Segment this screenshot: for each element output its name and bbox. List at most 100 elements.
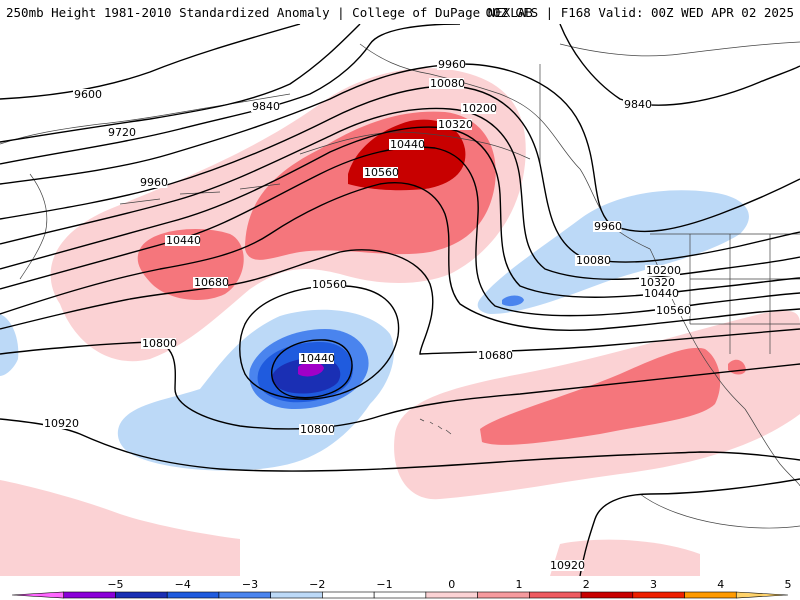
contour-label-10560-east: 10560: [656, 304, 691, 317]
contour-10680: [0, 249, 800, 355]
contour-10560-north: [0, 182, 800, 331]
colorbar-swatch: [477, 591, 530, 599]
colorbar-tick-label: 3: [650, 578, 657, 591]
colorbar-ticks: −5 −4 −3 −2 −1 0 1 2 3 4 5: [107, 578, 791, 591]
colorbar-swatch: [270, 591, 323, 599]
contour-label-10440-north: 10440: [390, 138, 425, 151]
contour-label-10320-north-backing: [437, 119, 472, 130]
colorbar-tick-label: 0: [448, 578, 455, 591]
contour-9960: [0, 63, 800, 233]
neg-anomaly-edge-light: [0, 314, 19, 376]
pos-anomaly-southeast-light: [550, 539, 700, 576]
pos-anomaly-southwest-light: [0, 480, 240, 576]
coastline-baja: [744, 408, 800, 487]
contour-9840-west: [0, 24, 461, 165]
contour-label-9960-west: 9960: [140, 176, 168, 189]
colorbar-swatch: [735, 591, 789, 599]
left-title: 250mb Height 1981-2010 Standardized Anom…: [6, 5, 533, 20]
contour-label-10440-low-backing: [299, 353, 334, 364]
contour-label-10680-west: 10680: [194, 276, 229, 289]
contour-label-10920-south-backing: [549, 560, 584, 571]
colorbar-swatch: [115, 591, 168, 599]
contour-label-10680-mid: 10680: [478, 349, 513, 362]
colorbar: −5 −4 −3 −2 −1 0 1 2 3 4 5: [11, 578, 792, 599]
colorbar-swatch: [632, 591, 685, 599]
colorbar-swatch: [322, 591, 375, 599]
colorbar-tick-label: −1: [376, 578, 392, 591]
contour-9720: [0, 24, 361, 143]
islands-hawaii: [419, 418, 452, 435]
colorbar-tick-label: 2: [583, 578, 590, 591]
right-title: 00Z GFS | F168 Valid: 00Z WED APR 02 202…: [485, 5, 794, 20]
boundary-states: [689, 234, 800, 354]
colorbar-swatch: [166, 591, 220, 599]
colorbar-swatch: [11, 591, 65, 599]
contour-label-9960-west-backing: [139, 177, 168, 188]
contour-label-9960-east-backing: [593, 221, 622, 232]
contour-label-9840-east: 9840: [624, 98, 652, 111]
contour-label-10080-east-backing: [575, 255, 610, 266]
contour-10200: [0, 107, 800, 280]
contour-label-10560-low-backing: [311, 279, 346, 290]
pos-anomaly-south-medium: [480, 347, 721, 445]
coastline-bc: [539, 118, 651, 250]
contour-label-9840-west-backing: [251, 101, 280, 112]
contour-label-10320-north: 10320: [438, 118, 473, 131]
contour-label-10920-south: 10920: [550, 559, 585, 572]
contour-label-10680-west-backing: [193, 277, 228, 288]
colorbar-swatch: [580, 591, 634, 599]
contour-label-9600: 9600: [74, 88, 102, 101]
coastline-alaska-south: [299, 131, 531, 160]
colorbar-tick-label: 4: [717, 578, 724, 591]
contour-label-10920-west: 10920: [44, 417, 79, 430]
colorbar-swatches: [11, 591, 789, 599]
contour-label-9960-east: 9960: [594, 220, 622, 233]
contour-label-9960-north: 9960: [438, 58, 466, 71]
colorbar-swatch: [684, 591, 737, 599]
coastlines: [0, 41, 800, 529]
contour-label-10080-north: 10080: [430, 77, 465, 90]
colorbar-tick-label: −2: [309, 578, 325, 591]
colorbar-swatch: [373, 591, 427, 599]
contour-label-9840-east-backing: [623, 99, 652, 110]
coastline-mexico: [639, 493, 800, 529]
boundary-canada-us: [539, 64, 800, 235]
contour-label-10800-west: 10800: [142, 337, 177, 350]
contour-label-10800-west-backing: [141, 338, 176, 349]
contour-9840-east: [559, 24, 800, 106]
contour-label-10680-mid-backing: [477, 350, 512, 361]
contour-label-10200-north: 10200: [462, 102, 497, 115]
contour-label-10440-east-backing: [643, 288, 678, 299]
contour-10920: [0, 418, 800, 472]
contour-label-10080-east: 10080: [576, 254, 611, 267]
coastline-arctic-east: [559, 41, 800, 57]
contour-label-10560-low: 10560: [312, 278, 347, 291]
neg-anomaly-east-medium: [502, 295, 524, 307]
contour-label-10800-mid: 10800: [300, 423, 335, 436]
contour-label-10800-mid-backing: [299, 424, 334, 435]
colorbar-swatch: [218, 591, 271, 599]
contour-label-10560-east-backing: [655, 305, 690, 316]
colorbar-tick-label: −4: [175, 578, 191, 591]
contour-label-9720-backing: [107, 127, 136, 138]
contour-label-10440-low: 10440: [300, 352, 335, 365]
contour-label-10200-east: 10200: [646, 264, 681, 277]
contour-label-10440-west-backing: [165, 235, 200, 246]
contour-labels: 9600 9720 9840 9960 9960 10080 10200 103…: [43, 58, 691, 572]
contour-10080: [0, 85, 800, 263]
contour-label-9960-north-backing: [437, 59, 466, 70]
colorbar-tick-label: 5: [785, 578, 792, 591]
contour-label-10440-west: 10440: [166, 234, 201, 247]
neg-anomaly-low-center: [298, 362, 324, 377]
contour-label-10200-north-backing: [461, 103, 496, 114]
contour-label-10440-north-backing: [389, 139, 424, 150]
contour-label-10560-north-backing: [363, 167, 398, 178]
anomaly-map: 9600 9720 9840 9960 9960 10080 10200 103…: [0, 24, 800, 576]
contour-label-10320-east: 10320: [640, 276, 675, 289]
contour-label-9600-backing: [73, 89, 102, 100]
colorbar-tick-label: 1: [515, 578, 522, 591]
contour-10440-low: [271, 339, 353, 399]
coastline-siberia: [0, 93, 291, 145]
contour-label-10440-east: 10440: [644, 287, 679, 300]
coastline-kamchatka: [19, 173, 48, 280]
